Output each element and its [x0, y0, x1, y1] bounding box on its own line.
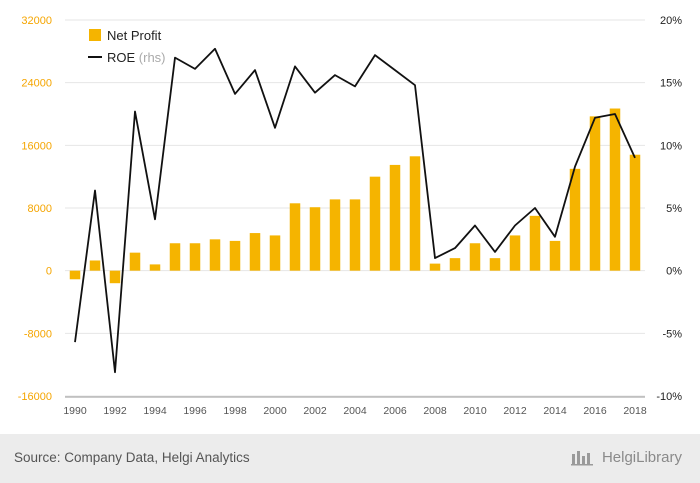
left-axis-tick-label: 32000: [21, 15, 52, 27]
brand-name: HelgiLibrary: [601, 448, 682, 466]
x-axis-tick-label: 2010: [463, 405, 487, 417]
right-axis-tick-label: 10%: [660, 140, 682, 152]
x-axis-tick-label: 2004: [343, 405, 367, 417]
left-axis-tick-label: 16000: [21, 140, 52, 152]
footer: Source: Company Data, Helgi Analytics He…: [0, 434, 700, 483]
legend-label-net-profit: Net Profit: [107, 28, 162, 43]
net-profit-bar: [289, 203, 301, 271]
net-profit-bar: [69, 270, 81, 280]
net-profit-bar: [589, 116, 601, 271]
net-profit-bar: [249, 233, 261, 271]
right-axis-tick-label: -10%: [656, 391, 682, 403]
helgi-library-logo-icon: [570, 451, 593, 466]
legend: Net Profit ROE (rhs): [88, 28, 166, 65]
right-axis-tick-label: 0%: [666, 266, 682, 278]
net-profit-bar: [629, 154, 641, 271]
legend-swatch-net-profit: [89, 29, 101, 41]
legend-label-roe: ROE (rhs): [107, 50, 166, 65]
legend-label-roe-suffix: (rhs): [139, 50, 166, 65]
right-axis-tick-label: 15%: [660, 78, 682, 90]
net-profit-bar: [149, 264, 161, 271]
source-note: Source: Company Data, Helgi Analytics: [14, 450, 250, 465]
x-axis-tick-label: 2018: [623, 405, 647, 417]
net-profit-bar: [169, 243, 181, 271]
x-axis-tick-label: 1994: [143, 405, 167, 417]
net-profit-bar: [529, 215, 541, 271]
net-profit-bar: [569, 168, 581, 271]
left-axis-tick-label: 24000: [21, 78, 52, 90]
left-axis-tick-label: 8000: [28, 203, 52, 215]
legend-label-roe-name: ROE: [107, 50, 136, 65]
roe-line: [74, 47, 636, 374]
x-axis-ticks: 1990 1992 1994 1996 1998 2000 2002 2004 2006 2008…: [63, 396, 647, 417]
net-profit-bar: [409, 156, 421, 271]
x-axis-tick-label: 2016: [583, 405, 607, 417]
x-axis-tick-label: 1990: [63, 405, 87, 417]
roe-line-group: [74, 47, 636, 374]
net-profit-bar: [309, 207, 321, 271]
x-axis-tick-label: 2008: [423, 405, 447, 417]
right-axis-tick-label: -5%: [662, 328, 682, 340]
chart: -16000 -8000 0 8000 16000 24000 32000 -10% -5% 0…: [18, 15, 682, 417]
left-axis-tick-label: 0: [46, 266, 52, 278]
net-profit-bar: [269, 235, 281, 271]
x-axis-tick-label: 2002: [303, 405, 327, 417]
x-axis-tick-label: 2012: [503, 405, 527, 417]
net-profit-bar: [549, 240, 561, 271]
left-axis-tick-label: -16000: [18, 391, 52, 403]
net-profit-bar: [389, 164, 401, 271]
net-profit-bar: [469, 243, 481, 271]
x-axis-tick-label: 1998: [223, 405, 247, 417]
left-axis-ticks: -16000 -8000 0 8000 16000 24000 32000: [18, 15, 52, 403]
left-axis-tick-label: -8000: [24, 328, 52, 340]
net-profit-bar: [509, 235, 521, 271]
net-profit-bar: [129, 252, 141, 271]
net-profit-bar: [609, 108, 621, 271]
net-profit-bar: [209, 239, 221, 271]
net-profit-bar: [109, 270, 121, 284]
x-axis-tick-label: 1992: [103, 405, 127, 417]
net-profit-bar: [429, 263, 441, 271]
net-profit-bar: [369, 176, 381, 271]
brand[interactable]: HelgiLibrary: [570, 448, 682, 466]
net-profit-bar: [449, 258, 461, 271]
net-profit-bars: [69, 108, 641, 284]
net-profit-bar: [89, 260, 101, 271]
x-axis-tick-label: 1996: [183, 405, 207, 417]
right-axis-ticks: -10% -5% 0% 5% 10% 15% 20%: [656, 15, 682, 403]
net-profit-bar: [229, 240, 241, 271]
right-axis-tick-label: 20%: [660, 15, 682, 27]
net-profit-bar: [329, 199, 341, 271]
x-axis-tick-label: 2006: [383, 405, 407, 417]
net-profit-bar: [489, 258, 501, 271]
net-profit-bar: [189, 243, 201, 271]
x-axis-tick-label: 2000: [263, 405, 287, 417]
x-axis-tick-label: 2014: [543, 405, 567, 417]
right-axis-tick-label: 5%: [666, 203, 682, 215]
net-profit-bar: [349, 199, 361, 271]
